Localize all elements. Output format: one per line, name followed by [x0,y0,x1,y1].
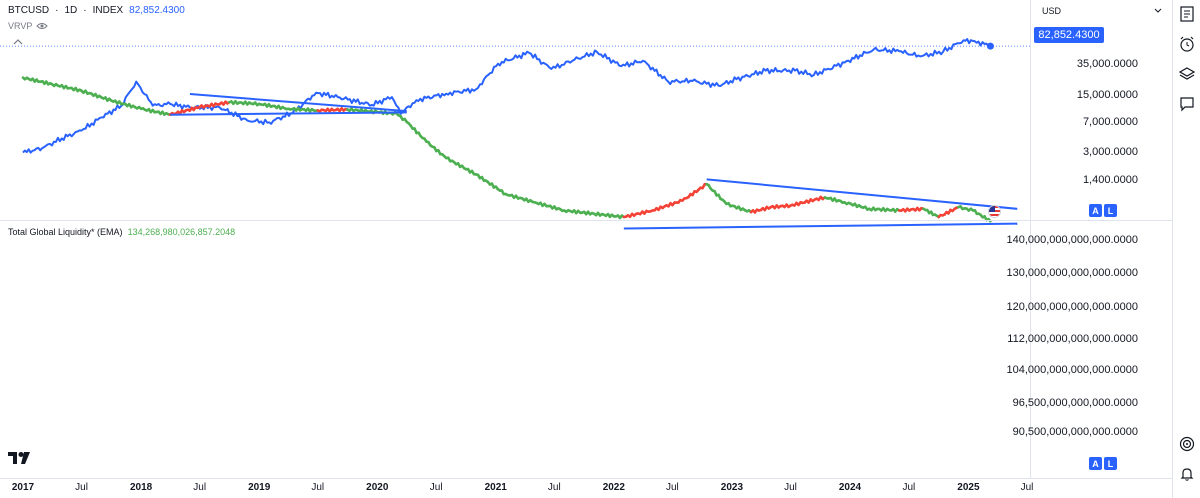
currency-label: USD [1042,5,1062,16]
time-axis-label: 2025 [957,482,980,493]
symbol-legend[interactable]: BTCUSD · 1D · INDEX 82,852.4300 [8,5,185,16]
time-axis-label: Jul [902,482,916,493]
legend-separator: · [55,5,59,16]
time-axis-label: Jul [429,482,443,493]
trendline-upper-2018[interactable] [170,111,407,116]
chart-area[interactable]: BTCUSD · 1D · INDEX 82,852.4300 VRVP Tot… [0,0,1030,478]
price-scale-label: 90,500,000,000,000.0000 [1012,426,1138,438]
time-axis-label: Jul [784,482,797,493]
time-axis-label: Jul [193,482,207,493]
alert-clock-icon[interactable] [1179,36,1195,52]
legend-separator: · [83,5,87,16]
collapse-legend-icon[interactable] [12,38,24,46]
chart-canvas[interactable] [0,0,1030,478]
target-icon[interactable] [1179,436,1195,452]
overlay-legend[interactable]: VRVP [8,21,49,31]
time-axis-label: 2023 [720,482,744,493]
price-scale-label: 7,000.0000 [1082,116,1138,128]
auto-scale-button[interactable]: A [1089,204,1102,217]
time-axis-label: Jul [75,482,88,493]
trendline-upper-2022[interactable] [623,222,1018,230]
chat-icon[interactable] [1179,96,1195,112]
last-price-label: 82,852.4300 [1034,27,1104,43]
watchlist-icon[interactable] [1179,6,1195,22]
pane-divider[interactable] [0,220,1172,221]
last-price-dot [986,42,994,50]
tradingview-logo [8,452,30,464]
price-scale-label: 1,400.0000 [1082,174,1138,186]
time-axis-label: 2019 [248,482,271,493]
price-scale-label: 35,000.0000 [1076,58,1138,70]
symbol-exchange: INDEX [92,5,124,16]
currency-selector[interactable]: USD [1037,3,1167,18]
time-axis-label: 2022 [602,482,625,493]
indicator-value: 134,268,980,026,857.2048 [127,227,236,237]
symbol-name[interactable]: BTCUSD [8,5,50,16]
time-axis-label: Jul [1020,482,1034,493]
price-scale-label: 140,000,000,000,000.0000 [1006,234,1138,246]
trendline-lower-2018[interactable] [189,93,407,113]
indicator-legend[interactable]: Total Global Liquidity* (EMA) 134,268,98… [8,227,235,237]
time-axis-label: Jul [547,482,561,493]
notifications-icon[interactable] [1179,466,1195,482]
time-axis-label: 2017 [11,482,35,493]
price-scale-label: 112,000,000,000,000.0000 [1007,333,1138,345]
symbol-interval[interactable]: 1D [64,5,78,16]
time-axis[interactable]: 2017 Jul 2018 Jul 2019 Jul 2020 Jul 2021 Jul 2022 J… [0,478,1172,498]
price-scale-label: 15,000.0000 [1076,89,1138,101]
layers-icon[interactable] [1179,66,1195,82]
log-scale-button[interactable]: L [1104,204,1117,217]
time-axis-label: Jul [665,482,679,493]
trendline-lower-2022[interactable] [706,178,1018,210]
us-flag-icon[interactable] [988,205,1001,218]
time-axis-label: Jul [311,482,325,493]
eye-icon[interactable] [36,22,49,30]
auto-scale-button[interactable]: A [1089,457,1102,470]
price-scale-label: 3,000.0000 [1082,146,1138,158]
indicator-name[interactable]: Total Global Liquidity* (EMA) [8,227,123,237]
symbol-value: 82,852.4300 [129,5,185,16]
time-axis-label: 2018 [129,482,153,493]
time-axis-label: 2024 [838,482,862,493]
vrvp-label[interactable]: VRVP [8,21,33,31]
price-scale-label: 130,000,000,000,000.0000 [1006,267,1138,279]
price-scale-label: 120,000,000,000,000.0000 [1006,301,1138,313]
price-scale-label: 104,000,000,000,000.0000 [1006,364,1138,376]
time-axis-label: 2020 [366,482,389,493]
price-scale[interactable]: USD 35,000.0000 15,000.0000 7,000.0000 3,00… [1006,0,1172,478]
right-toolbar [1172,0,1200,498]
price-scale-label: 96,500,000,000,000.0000 [1012,397,1138,409]
time-axis-label: 2021 [484,482,507,493]
log-scale-button[interactable]: L [1104,457,1117,470]
chevron-down-icon [1154,8,1162,13]
btc-price-line[interactable] [22,38,991,154]
